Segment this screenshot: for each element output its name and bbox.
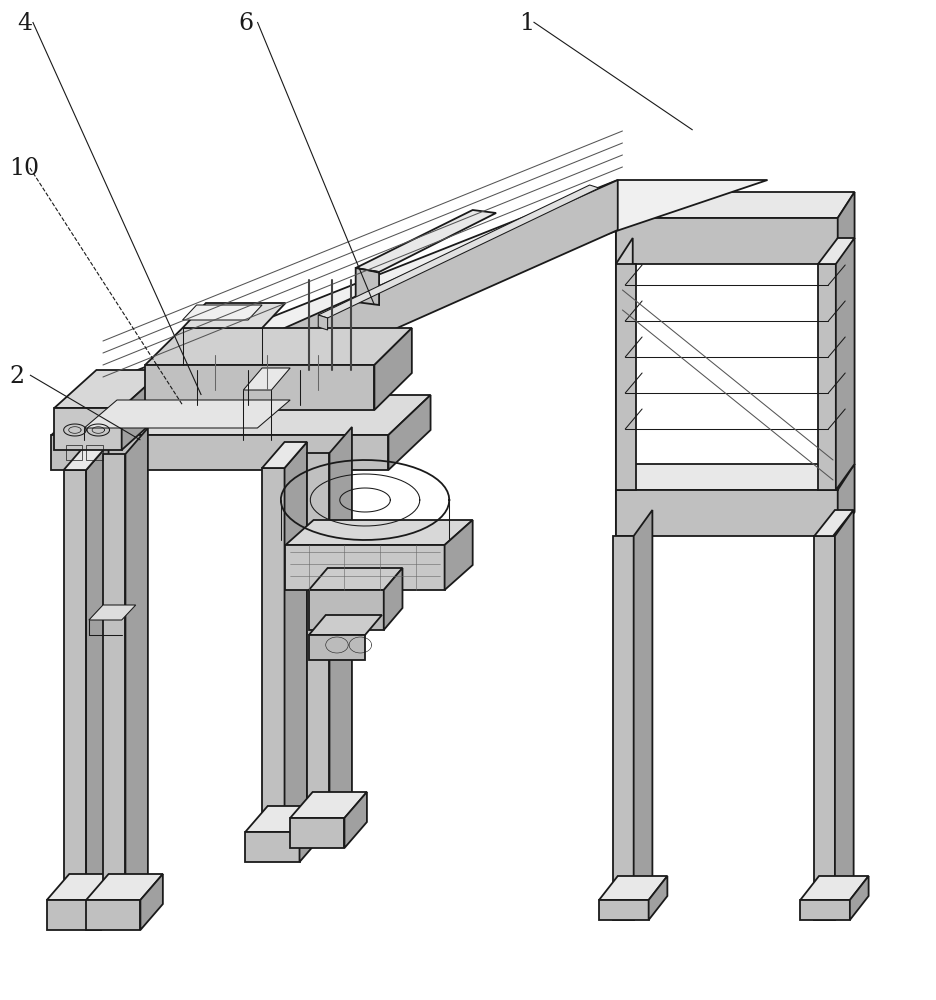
Polygon shape [329, 427, 352, 826]
Text: 4: 4 [17, 12, 32, 35]
Polygon shape [86, 874, 163, 900]
Polygon shape [838, 192, 855, 264]
Polygon shape [140, 874, 163, 930]
Polygon shape [183, 303, 285, 328]
Polygon shape [54, 408, 122, 450]
Polygon shape [307, 453, 329, 826]
Polygon shape [245, 832, 300, 862]
Polygon shape [356, 268, 379, 305]
Polygon shape [87, 414, 164, 440]
Polygon shape [356, 268, 379, 273]
Polygon shape [616, 218, 838, 264]
Polygon shape [245, 806, 322, 832]
Polygon shape [290, 792, 367, 818]
Polygon shape [814, 510, 854, 536]
Polygon shape [616, 264, 636, 490]
Polygon shape [388, 395, 431, 470]
Polygon shape [285, 442, 307, 850]
Polygon shape [616, 490, 838, 536]
Polygon shape [125, 428, 148, 904]
Polygon shape [318, 185, 599, 318]
Polygon shape [616, 464, 855, 490]
Polygon shape [309, 635, 365, 660]
Polygon shape [86, 900, 140, 930]
Polygon shape [344, 792, 367, 848]
Polygon shape [599, 900, 649, 920]
Polygon shape [649, 876, 667, 920]
Polygon shape [374, 328, 412, 410]
Polygon shape [87, 390, 145, 440]
Polygon shape [814, 536, 835, 920]
Polygon shape [309, 568, 402, 590]
Polygon shape [800, 876, 869, 900]
Polygon shape [634, 510, 652, 920]
Text: 10: 10 [9, 157, 39, 180]
Polygon shape [51, 395, 431, 435]
Polygon shape [47, 874, 124, 900]
Polygon shape [64, 470, 86, 920]
Polygon shape [290, 818, 344, 848]
Polygon shape [613, 536, 634, 920]
Polygon shape [309, 590, 384, 630]
Polygon shape [818, 238, 855, 264]
Polygon shape [145, 365, 374, 410]
Polygon shape [850, 876, 869, 920]
Polygon shape [836, 238, 855, 490]
Text: 6: 6 [239, 12, 254, 35]
Polygon shape [599, 876, 667, 900]
Polygon shape [616, 238, 633, 490]
Polygon shape [835, 510, 854, 920]
Polygon shape [101, 874, 124, 930]
Polygon shape [64, 444, 109, 470]
Text: 2: 2 [9, 365, 24, 388]
Polygon shape [300, 806, 322, 862]
Polygon shape [616, 192, 633, 264]
Polygon shape [86, 444, 109, 920]
Polygon shape [384, 568, 402, 630]
Polygon shape [243, 368, 290, 390]
Polygon shape [54, 370, 164, 408]
Polygon shape [183, 305, 262, 320]
Polygon shape [89, 605, 136, 620]
Polygon shape [87, 180, 768, 390]
Polygon shape [51, 435, 388, 470]
Polygon shape [285, 545, 445, 590]
Polygon shape [145, 180, 618, 440]
Polygon shape [318, 315, 328, 330]
Polygon shape [616, 192, 855, 218]
Text: 1: 1 [519, 12, 534, 35]
Polygon shape [309, 615, 382, 635]
Bar [86, 445, 103, 460]
Polygon shape [616, 464, 633, 536]
Polygon shape [103, 454, 125, 904]
Polygon shape [122, 370, 164, 450]
Bar [66, 445, 82, 460]
Polygon shape [445, 520, 473, 590]
Polygon shape [145, 328, 412, 365]
Polygon shape [47, 900, 101, 930]
Polygon shape [285, 520, 473, 545]
Polygon shape [262, 468, 285, 850]
Polygon shape [84, 400, 290, 428]
Polygon shape [800, 900, 850, 920]
Polygon shape [262, 442, 307, 468]
Polygon shape [818, 264, 838, 490]
Polygon shape [838, 464, 855, 536]
Polygon shape [356, 210, 496, 272]
